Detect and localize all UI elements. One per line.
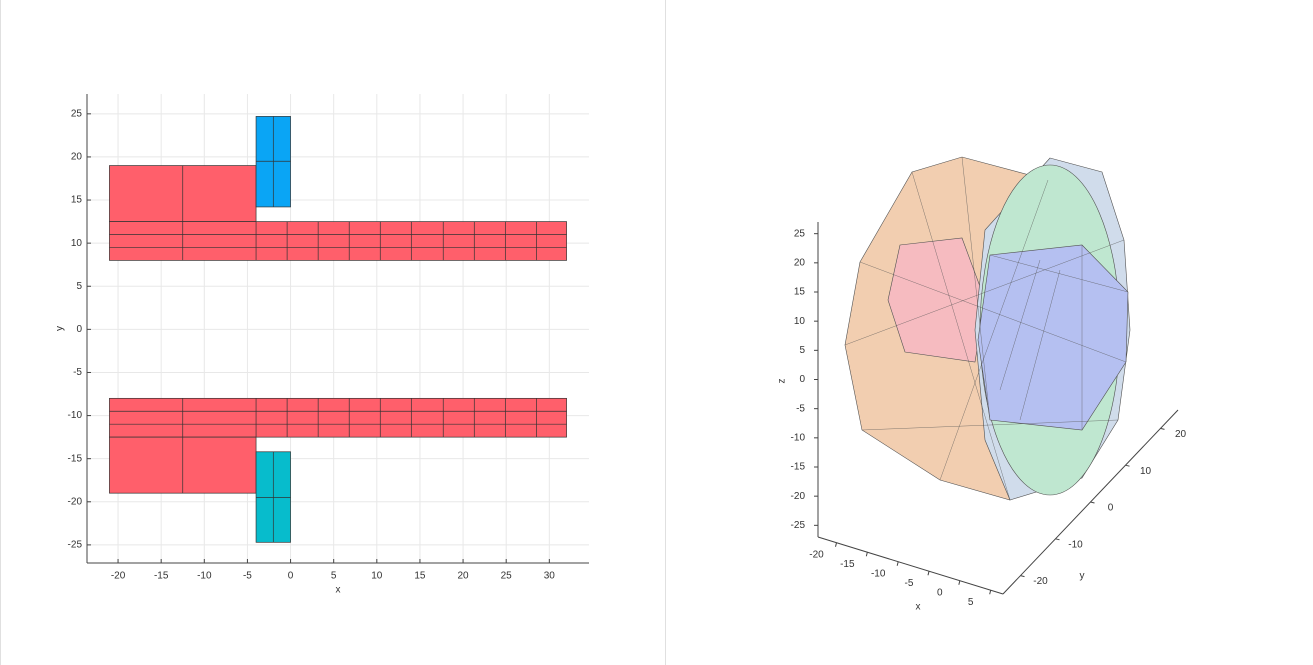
patch	[109, 221, 567, 261]
y-tick-label: 0	[76, 324, 82, 335]
mesh-edge	[911, 171, 1011, 501]
y-tick-label: -10	[68, 410, 83, 421]
mesh-edge	[859, 261, 1127, 363]
z-tick-label: -25	[791, 520, 806, 531]
z-tick-label: 15	[794, 287, 806, 298]
z-axis-label: z	[777, 379, 788, 384]
x-tick-label: -10	[871, 568, 886, 579]
mesh-edge	[939, 179, 1049, 481]
mesh-edge	[1019, 269, 1061, 421]
x-tick	[865, 552, 868, 557]
x-tick-label: -20	[809, 549, 824, 560]
y-axis-label: y	[55, 326, 66, 331]
right-axes: -20 -15 -10 -5 0 5 -20 -10 0 10 20 -25 -20 -15 -10 -5 0 5…	[777, 222, 1187, 613]
y-tick-label: -20	[68, 496, 83, 507]
x-tick-label: -10	[197, 571, 212, 582]
x-tick	[958, 580, 961, 585]
z-tick-label: 10	[794, 316, 806, 327]
x-axis-label: x	[916, 602, 921, 613]
y-tick-label: -25	[68, 540, 83, 551]
x-tick-label: 30	[544, 571, 556, 582]
x-axis-label: x	[336, 585, 341, 596]
x-tick-label: 20	[458, 571, 470, 582]
x-tick-label: -5	[243, 571, 252, 582]
z-tick-label: 20	[794, 257, 806, 268]
y-tick-label: 25	[71, 108, 83, 119]
y-tick-label: 20	[71, 152, 83, 163]
y-tick-label: -15	[68, 453, 83, 464]
x-tick	[927, 571, 930, 576]
z-tick-label: -5	[796, 403, 805, 414]
mesh-edge	[961, 156, 991, 421]
y-tick	[1020, 575, 1025, 578]
x-tick-label: -15	[154, 571, 169, 582]
y-tick-label: 15	[71, 195, 83, 206]
x-tick-label: 5	[968, 597, 974, 608]
x-tick-label: 15	[414, 571, 426, 582]
y-tick-label: -20	[1033, 576, 1048, 587]
y-tick-label: 10	[1140, 466, 1152, 477]
patch	[109, 397, 567, 438]
z-tick-label: -10	[791, 432, 806, 443]
z-tick-label: 25	[794, 228, 806, 239]
x-tick-label: 0	[288, 571, 294, 582]
z-tick-label: 0	[799, 374, 805, 385]
y-tick-label: -5	[73, 367, 82, 378]
z-tick-label: -20	[791, 491, 806, 502]
y-tick	[1090, 501, 1095, 504]
z-tick-label: 5	[799, 345, 805, 356]
x-tick	[835, 542, 837, 547]
mesh-edge	[861, 419, 1119, 431]
x-tick-label: -5	[905, 578, 914, 589]
y-tick	[1125, 464, 1130, 467]
mesh-object	[844, 156, 1131, 501]
x-tick-label: -15	[840, 559, 855, 570]
x-tick-label: 5	[331, 571, 337, 582]
x-axis	[817, 536, 1004, 595]
y-tick-label: 20	[1175, 429, 1187, 440]
y-tick-label: -10	[1068, 539, 1083, 550]
y-axis-label: y	[1080, 571, 1085, 582]
mesh-core	[887, 237, 986, 363]
x-tick-label: -20	[111, 571, 126, 582]
z-tick-label: -15	[791, 462, 806, 473]
x-tick-label: 25	[501, 571, 513, 582]
mesh-edge	[999, 259, 1041, 391]
x-tick	[896, 561, 899, 566]
left-axes: -20 -15 -10 -5 0 5 10 15 20 25 30 -25 -20 -15 -10 -5 0 5 1…	[55, 94, 589, 596]
y-tick	[1055, 538, 1060, 541]
x-tick-label: 10	[371, 571, 383, 582]
x-tick-label: 0	[937, 587, 943, 598]
x-tick	[989, 590, 992, 595]
y-tick-label: 0	[1108, 503, 1114, 514]
y-tick	[1160, 427, 1165, 430]
y-tick-label: 5	[76, 281, 82, 292]
mesh-edge	[844, 239, 1125, 346]
y-tick-label: 10	[71, 238, 83, 249]
